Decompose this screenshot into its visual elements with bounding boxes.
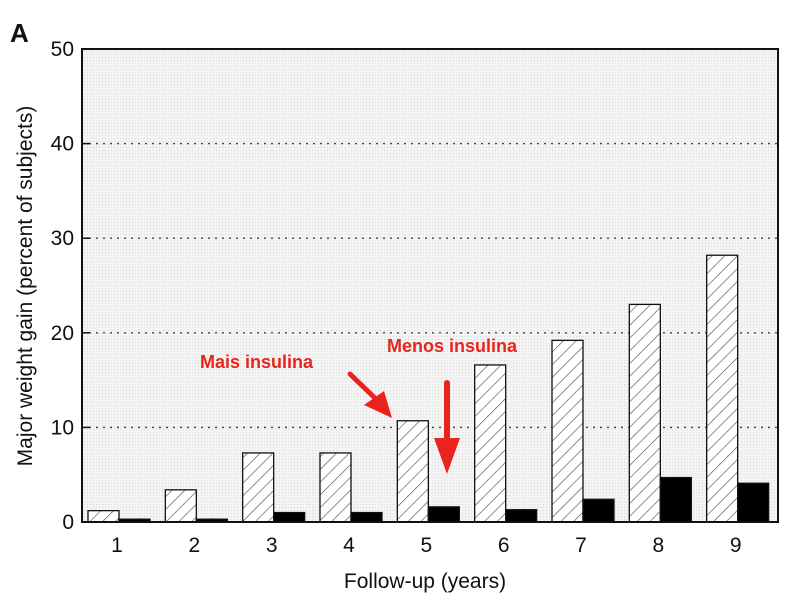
y-tick-label: 20 xyxy=(51,322,74,345)
x-tick-label: 1 xyxy=(111,534,123,557)
x-tick-label: 5 xyxy=(420,534,432,557)
bars xyxy=(87,254,770,523)
bar-hatched-year-6 xyxy=(474,364,507,523)
y-tick-label: 50 xyxy=(51,38,74,61)
bar-solid-year-8 xyxy=(659,476,692,523)
bar-hatched-year-2 xyxy=(164,489,197,523)
bar-solid-year-9 xyxy=(737,482,770,523)
bar-hatched-year-4 xyxy=(319,452,352,523)
x-tick-label: 8 xyxy=(652,534,664,557)
x-tick-label: 6 xyxy=(498,534,510,557)
bar-hatched-year-7 xyxy=(551,339,584,523)
plot-area xyxy=(82,49,778,522)
arrow-vertical xyxy=(434,380,460,474)
y-tick-label: 10 xyxy=(51,416,74,439)
x-axis-ticks: 1 2 3 4 5 6 7 8 9 xyxy=(111,534,741,557)
bar-solid-year-3 xyxy=(273,511,306,523)
bar-solid-year-5 xyxy=(427,506,460,523)
panel-label: A xyxy=(10,18,29,48)
bar-solid-year-6 xyxy=(505,509,538,523)
bar-hatched-year-1 xyxy=(87,509,120,523)
x-tick-label: 2 xyxy=(188,534,200,557)
x-tick-label: 4 xyxy=(343,534,355,557)
y-axis-title: Major weight gain (percent of subjects) xyxy=(14,106,37,467)
y-axis-ticks: 0 10 20 30 40 50 xyxy=(51,38,90,534)
bar-hatched-year-3 xyxy=(242,452,275,523)
annotation-mais-insulina: Mais insulina xyxy=(200,352,314,372)
bar-solid-year-7 xyxy=(582,498,615,523)
bar-hatched-year-8 xyxy=(628,303,661,523)
bar-hatched-year-5 xyxy=(396,420,429,523)
annotation-menos-insulina: Menos insulina xyxy=(387,336,518,356)
plot-frame xyxy=(81,48,779,523)
bar-hatched-year-9 xyxy=(706,254,739,523)
x-tick-label: 9 xyxy=(730,534,742,557)
x-tick-label: 7 xyxy=(575,534,587,557)
x-tick-label: 3 xyxy=(266,534,278,557)
bar-solid-year-4 xyxy=(350,511,383,523)
y-tick-label: 0 xyxy=(62,511,74,534)
x-axis-title: Follow-up (years) xyxy=(344,570,506,593)
arrow-diagonal xyxy=(347,371,392,418)
y-tick-label: 40 xyxy=(51,133,74,156)
y-tick-label: 30 xyxy=(51,227,74,250)
